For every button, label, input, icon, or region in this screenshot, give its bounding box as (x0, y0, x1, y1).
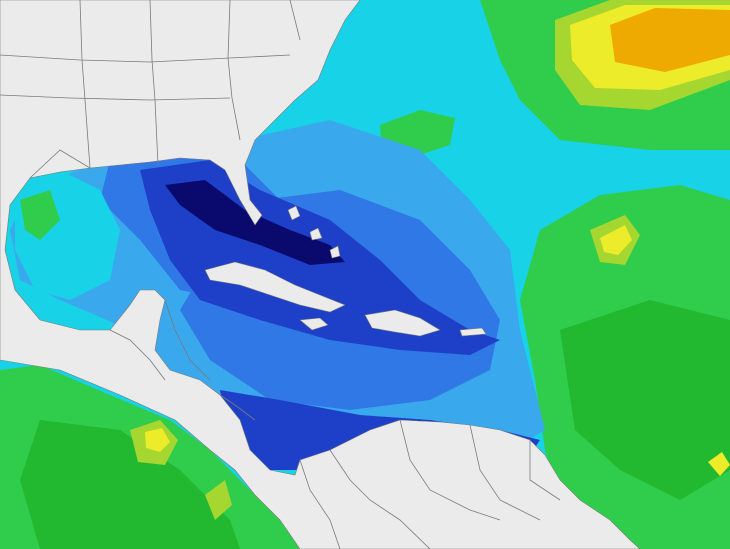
land-cuba (204, 261, 346, 313)
warm-orange-core (610, 8, 730, 72)
land-hispaniola (364, 309, 441, 337)
political-borders (0, 0, 561, 549)
land-puerto-rico (459, 327, 487, 337)
warm-yellow-spot-east-core (600, 225, 632, 255)
ocean-green-west-gulf (20, 190, 60, 240)
land-north-america (0, 0, 641, 549)
warm-yellow-spot-se (708, 452, 730, 476)
ocean-ygreen-pacific-low (205, 480, 232, 520)
ocean-yellow-pacific-core (145, 428, 170, 452)
ocean-darkgreen-east (560, 300, 730, 500)
land-jamaica (299, 317, 329, 331)
ocean-lgreen-pacific (20, 420, 240, 549)
land-bahamas (287, 205, 341, 259)
